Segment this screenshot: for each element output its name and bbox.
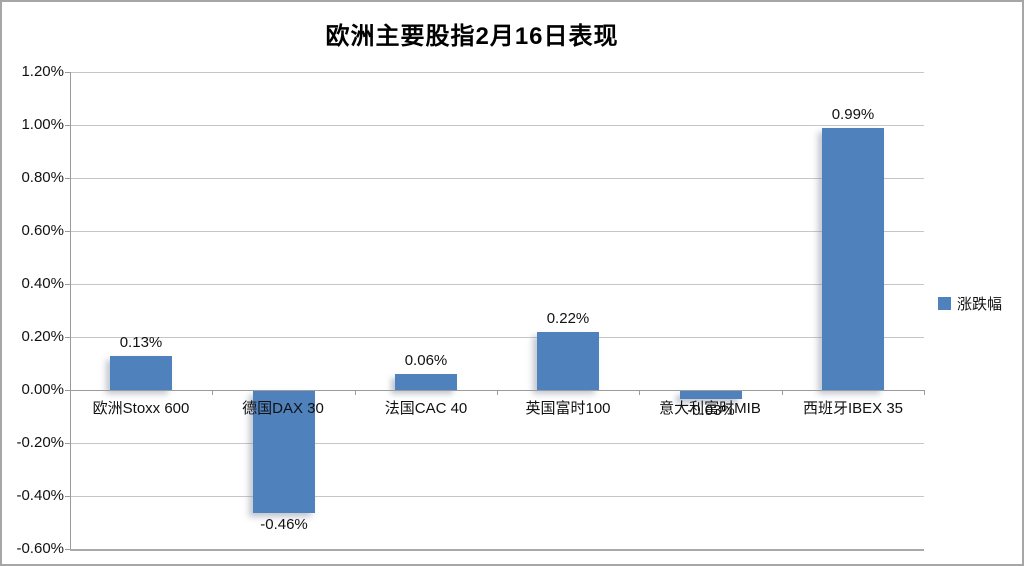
y-axis-tick-label: -0.20%	[16, 434, 64, 451]
bar-value-label: 0.22%	[546, 310, 590, 327]
gridline	[70, 284, 924, 285]
bar	[822, 128, 884, 390]
gridline	[70, 178, 924, 179]
legend-marker-icon	[938, 297, 951, 310]
category-label: 西班牙IBEX 35	[802, 400, 904, 417]
gridline	[70, 549, 924, 551]
legend: 涨跌幅	[938, 293, 1002, 314]
y-axis-tick-label: 0.00%	[21, 381, 64, 398]
bar	[537, 332, 599, 390]
y-axis-tick	[65, 496, 70, 497]
y-axis-tick-label: 0.80%	[21, 169, 64, 186]
y-axis-tick-label: 0.20%	[21, 328, 64, 345]
x-axis-tick	[497, 390, 498, 395]
y-axis-tick-label: -0.60%	[16, 540, 64, 557]
y-axis-tick-label: 1.20%	[21, 63, 64, 80]
bar-value-label: -0.46%	[260, 516, 308, 533]
bar	[680, 391, 742, 399]
x-axis-tick	[782, 390, 783, 395]
y-axis-tick	[65, 390, 70, 391]
gridline	[70, 72, 924, 73]
gridline	[70, 125, 924, 126]
y-axis-tick	[65, 125, 70, 126]
bar	[253, 391, 315, 513]
bar-value-label: 0.13%	[119, 334, 163, 351]
category-label: 德国DAX 30	[242, 400, 324, 417]
y-axis-line	[70, 72, 71, 549]
x-axis-tick	[924, 390, 925, 395]
x-axis-tick	[212, 390, 213, 395]
bar-value-label: 0.99%	[831, 106, 875, 123]
y-axis-tick	[65, 72, 70, 73]
y-axis-tick	[65, 178, 70, 179]
gridline	[70, 337, 924, 338]
gridline	[70, 231, 924, 232]
y-axis-tick	[65, 231, 70, 232]
bar	[395, 374, 457, 390]
y-axis-tick-label: -0.40%	[16, 487, 64, 504]
y-axis-tick	[65, 443, 70, 444]
chart-title: 欧洲主要股指2月16日表现	[325, 23, 619, 50]
y-axis-tick-label: 1.00%	[21, 116, 64, 133]
y-axis-tick	[65, 549, 70, 550]
x-axis-tick	[639, 390, 640, 395]
bar	[110, 356, 172, 390]
y-axis-tick-label: 0.60%	[21, 222, 64, 239]
y-axis-tick-label: 0.40%	[21, 275, 64, 292]
y-axis-tick	[65, 337, 70, 338]
legend-label: 涨跌幅	[957, 296, 1003, 313]
category-label: 意大利富时MIB	[659, 400, 761, 417]
bar-value-label: -0.03%	[687, 402, 735, 419]
gridline	[70, 496, 924, 497]
gridline	[70, 443, 924, 444]
x-axis-tick	[355, 390, 356, 395]
x-axis-tick	[70, 390, 71, 395]
category-label: 欧洲Stoxx 600	[92, 400, 190, 417]
category-label: 英国富时100	[525, 400, 611, 417]
y-axis-tick	[65, 284, 70, 285]
category-label: 法国CAC 40	[384, 400, 468, 417]
bar-value-label: 0.06%	[404, 352, 448, 369]
